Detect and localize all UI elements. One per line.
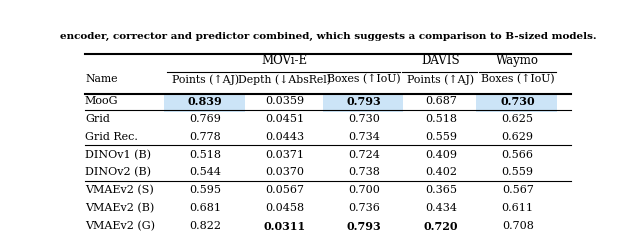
- Text: 0.0443: 0.0443: [265, 132, 304, 142]
- Text: 0.559: 0.559: [502, 167, 534, 177]
- Text: 0.567: 0.567: [502, 185, 534, 195]
- Text: 0.0458: 0.0458: [265, 203, 304, 213]
- Text: 0.629: 0.629: [502, 132, 534, 142]
- Text: Grid: Grid: [85, 114, 110, 124]
- Text: 0.0370: 0.0370: [265, 167, 304, 177]
- Text: 0.559: 0.559: [425, 132, 457, 142]
- Text: 0.708: 0.708: [502, 221, 534, 231]
- Text: DINOv2 (B): DINOv2 (B): [85, 167, 151, 178]
- Text: Boxes (↑IoU): Boxes (↑IoU): [481, 74, 554, 84]
- Text: 0.778: 0.778: [189, 132, 221, 142]
- Text: 0.365: 0.365: [425, 185, 457, 195]
- FancyBboxPatch shape: [323, 220, 403, 231]
- Text: 0.734: 0.734: [348, 132, 380, 142]
- Text: 0.681: 0.681: [189, 203, 221, 213]
- Text: 0.0311: 0.0311: [264, 221, 306, 231]
- Text: 0.611: 0.611: [502, 203, 534, 213]
- Text: Points (↑AJ): Points (↑AJ): [172, 74, 239, 85]
- Text: MooG: MooG: [85, 96, 118, 106]
- Text: 0.724: 0.724: [348, 149, 380, 160]
- Text: VMAEv2 (S): VMAEv2 (S): [85, 185, 154, 195]
- Text: 0.0567: 0.0567: [265, 185, 304, 195]
- Text: 0.566: 0.566: [502, 149, 534, 160]
- Text: 0.434: 0.434: [425, 203, 457, 213]
- Text: Points (↑AJ): Points (↑AJ): [407, 74, 474, 85]
- Text: 0.822: 0.822: [189, 221, 221, 231]
- Text: 0.0451: 0.0451: [265, 114, 304, 124]
- Text: DINOv1 (B): DINOv1 (B): [85, 149, 151, 160]
- Text: 0.769: 0.769: [189, 114, 221, 124]
- Text: 0.409: 0.409: [425, 149, 457, 160]
- Text: Grid Rec.: Grid Rec.: [85, 132, 138, 142]
- Text: 0.402: 0.402: [425, 167, 457, 177]
- Text: Depth (↓AbsRel): Depth (↓AbsRel): [238, 74, 331, 85]
- FancyBboxPatch shape: [241, 220, 326, 231]
- Text: encoder, corrector and predictor combined, which suggests a comparison to B-size: encoder, corrector and predictor combine…: [60, 32, 596, 41]
- FancyBboxPatch shape: [399, 220, 480, 231]
- FancyBboxPatch shape: [476, 95, 557, 112]
- Text: 0.793: 0.793: [347, 221, 381, 231]
- Text: Waymo: Waymo: [496, 54, 540, 67]
- Text: VMAEv2 (G): VMAEv2 (G): [85, 221, 155, 231]
- FancyBboxPatch shape: [323, 95, 403, 112]
- Text: 0.0359: 0.0359: [265, 96, 304, 106]
- Text: 0.730: 0.730: [500, 96, 535, 107]
- Text: 0.736: 0.736: [348, 203, 380, 213]
- Text: 0.0371: 0.0371: [265, 149, 304, 160]
- Text: 0.544: 0.544: [189, 167, 221, 177]
- Text: 0.625: 0.625: [502, 114, 534, 124]
- Text: MOVi-E: MOVi-E: [262, 54, 308, 67]
- Text: 0.700: 0.700: [348, 185, 380, 195]
- Text: 0.793: 0.793: [347, 96, 381, 107]
- Text: DAVIS: DAVIS: [422, 54, 460, 67]
- Text: 0.738: 0.738: [348, 167, 380, 177]
- Text: Name: Name: [85, 74, 118, 84]
- Text: 0.839: 0.839: [188, 96, 223, 107]
- Text: 0.720: 0.720: [424, 221, 458, 231]
- Text: Boxes (↑IoU): Boxes (↑IoU): [327, 74, 401, 84]
- Text: 0.687: 0.687: [425, 96, 457, 106]
- Text: 0.518: 0.518: [189, 149, 221, 160]
- Text: 0.730: 0.730: [348, 114, 380, 124]
- FancyBboxPatch shape: [164, 95, 244, 112]
- Text: 0.518: 0.518: [425, 114, 457, 124]
- Text: 0.595: 0.595: [189, 185, 221, 195]
- Text: VMAEv2 (B): VMAEv2 (B): [85, 203, 154, 213]
